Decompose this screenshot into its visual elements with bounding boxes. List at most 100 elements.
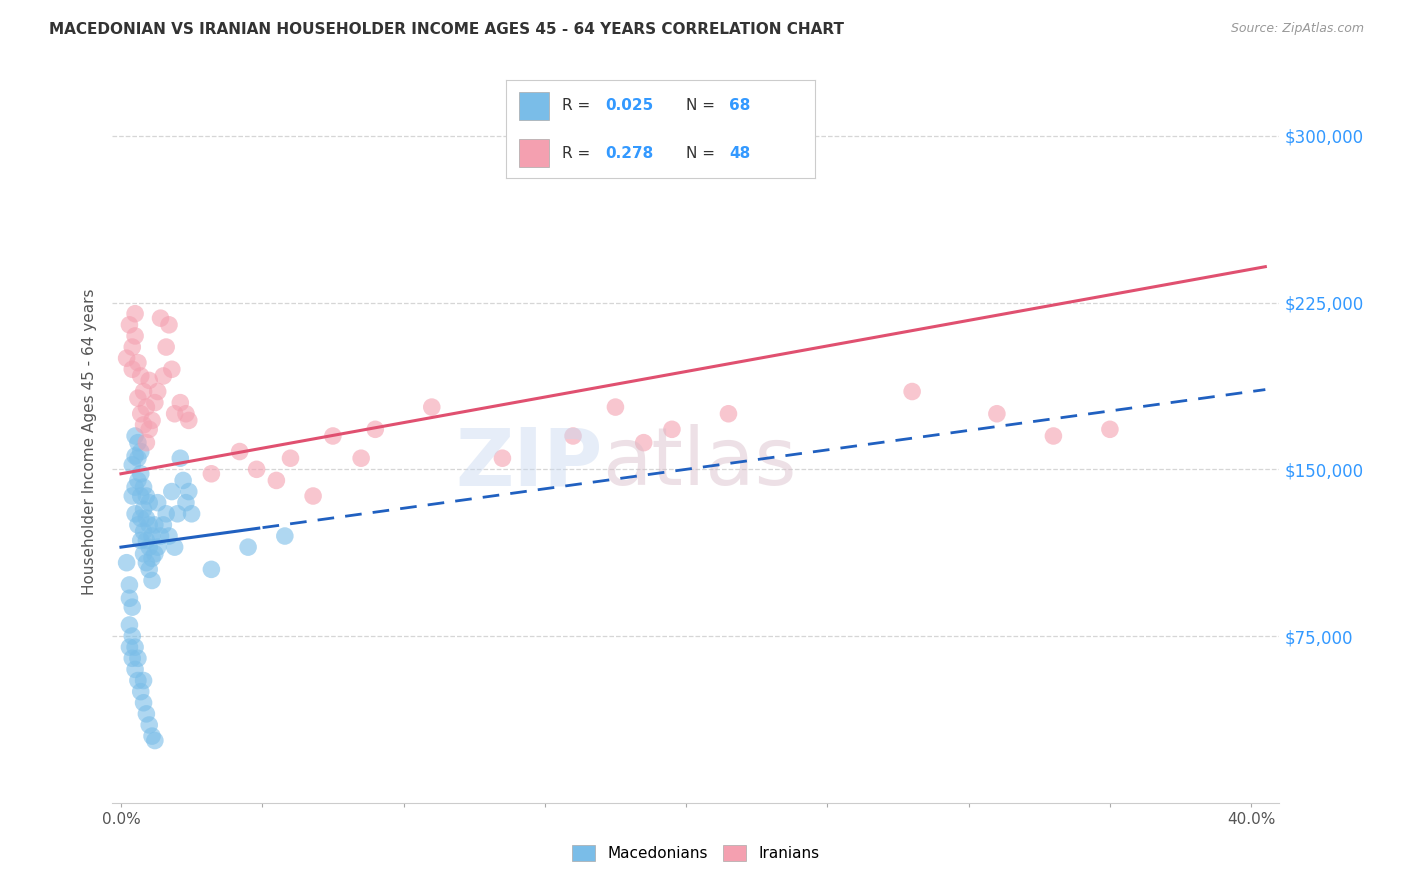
- Point: [245, 462, 267, 476]
- Point: [138, 562, 160, 576]
- Point: [118, 640, 141, 655]
- Point: [236, 540, 259, 554]
- Text: Source: ZipAtlas.com: Source: ZipAtlas.com: [1230, 22, 1364, 36]
- Point: [157, 529, 180, 543]
- Point: [127, 673, 149, 688]
- Point: [118, 318, 141, 332]
- Point: [129, 511, 152, 525]
- Point: [302, 489, 325, 503]
- Point: [135, 556, 157, 570]
- Point: [169, 451, 191, 466]
- Point: [132, 524, 155, 539]
- Point: [132, 480, 155, 494]
- Point: [562, 429, 585, 443]
- Text: R =: R =: [562, 98, 595, 112]
- Point: [129, 407, 152, 421]
- Text: R =: R =: [562, 146, 595, 161]
- Text: 0.278: 0.278: [605, 146, 654, 161]
- Point: [322, 429, 344, 443]
- Point: [135, 400, 157, 414]
- Point: [138, 540, 160, 554]
- Point: [135, 533, 157, 548]
- Point: [152, 368, 174, 383]
- Point: [138, 422, 160, 436]
- Point: [157, 318, 180, 332]
- Point: [135, 511, 157, 525]
- Point: [129, 467, 152, 481]
- Point: [138, 373, 160, 387]
- Point: [350, 451, 373, 466]
- Point: [633, 435, 655, 450]
- Point: [124, 662, 146, 676]
- Point: [132, 502, 155, 516]
- Point: [129, 444, 152, 458]
- Point: [166, 507, 188, 521]
- Point: [127, 391, 149, 405]
- Point: [132, 547, 155, 561]
- Text: N =: N =: [686, 146, 720, 161]
- Point: [155, 340, 177, 354]
- Point: [200, 562, 222, 576]
- Point: [146, 384, 169, 399]
- Point: [141, 529, 163, 543]
- Point: [141, 551, 163, 566]
- Legend: Macedonians, Iranians: Macedonians, Iranians: [567, 839, 825, 867]
- Point: [280, 451, 302, 466]
- Point: [180, 507, 202, 521]
- Point: [155, 507, 177, 521]
- Point: [118, 578, 141, 592]
- Text: 48: 48: [728, 146, 751, 161]
- Point: [138, 718, 160, 732]
- Point: [124, 329, 146, 343]
- Point: [143, 395, 166, 409]
- Point: [141, 413, 163, 427]
- Point: [127, 451, 149, 466]
- Point: [138, 496, 160, 510]
- Point: [228, 444, 250, 458]
- Point: [121, 600, 143, 615]
- Bar: [519, 139, 550, 167]
- Y-axis label: Householder Income Ages 45 - 64 years: Householder Income Ages 45 - 64 years: [82, 288, 97, 595]
- Point: [160, 484, 183, 499]
- Point: [118, 591, 141, 606]
- Point: [121, 629, 143, 643]
- Point: [174, 407, 197, 421]
- Text: 68: 68: [728, 98, 751, 112]
- Point: [127, 474, 149, 488]
- Point: [124, 507, 146, 521]
- Point: [1042, 429, 1064, 443]
- Point: [135, 706, 157, 721]
- Point: [420, 400, 443, 414]
- Point: [149, 529, 172, 543]
- Point: [152, 517, 174, 532]
- Point: [172, 474, 194, 488]
- Point: [132, 417, 155, 432]
- Text: 0.025: 0.025: [605, 98, 654, 112]
- Point: [138, 517, 160, 532]
- Point: [141, 729, 163, 743]
- Point: [364, 422, 387, 436]
- Point: [177, 413, 200, 427]
- Point: [1098, 422, 1121, 436]
- Point: [132, 696, 155, 710]
- Point: [163, 540, 186, 554]
- Point: [121, 340, 143, 354]
- Point: [169, 395, 191, 409]
- Point: [174, 496, 197, 510]
- Point: [121, 362, 143, 376]
- Point: [163, 407, 186, 421]
- Point: [118, 618, 141, 632]
- Point: [129, 684, 152, 698]
- Point: [129, 368, 152, 383]
- Point: [121, 489, 143, 503]
- Point: [143, 517, 166, 532]
- Point: [127, 651, 149, 665]
- Point: [135, 489, 157, 503]
- Point: [160, 362, 183, 376]
- Point: [717, 407, 740, 421]
- Point: [115, 556, 138, 570]
- Point: [141, 574, 163, 588]
- Point: [491, 451, 513, 466]
- Point: [200, 467, 222, 481]
- Point: [143, 547, 166, 561]
